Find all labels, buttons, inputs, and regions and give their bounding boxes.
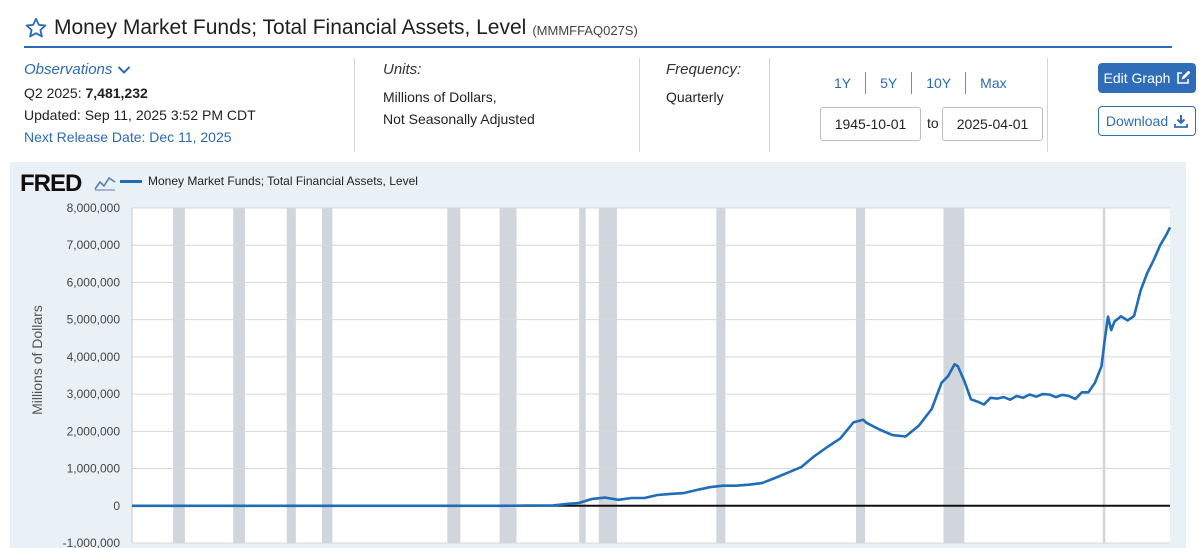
recession-band (233, 208, 245, 543)
end-date-input[interactable] (942, 107, 1043, 141)
series-id: (MMMFFAQ027S) (532, 23, 638, 38)
y-tick-label: 2,000,000 (67, 424, 121, 438)
legend-swatch (120, 179, 142, 183)
info-row: Observations Q2 2025: 7,481,232 Updated:… (24, 58, 1196, 154)
range-1y-button[interactable]: 1Y (834, 75, 852, 91)
recession-band (447, 208, 461, 543)
recession-band (321, 208, 333, 543)
recession-band (716, 208, 726, 543)
frequency-panel: Frequency: Quarterly (639, 58, 769, 152)
recession-band (598, 208, 618, 543)
date-range-panel: 1Y 5Y 10Y Max to (769, 58, 1047, 152)
chart-legend: Money Market Funds; Total Financial Asse… (120, 174, 418, 188)
fred-logo: FRED (20, 170, 82, 197)
actions-panel: Edit Graph Download (1047, 58, 1196, 152)
divider (911, 72, 913, 94)
units-label: Units: (383, 61, 422, 78)
to-label: to (927, 115, 939, 131)
edit-icon (1177, 71, 1191, 84)
y-tick-label: -1,000,000 (63, 536, 121, 548)
observations-dropdown[interactable]: Observations (24, 61, 131, 78)
y-tick-label: 1,000,000 (67, 462, 121, 476)
observations-label: Observations (24, 61, 113, 78)
y-tick-label: 7,000,000 (67, 238, 121, 252)
divider (865, 72, 867, 94)
latest-observation: Q2 2025: 7,481,232 (24, 85, 354, 101)
graph-container: FRED Money Market Funds; Total Financial… (10, 162, 1186, 548)
chevron-down-icon (118, 65, 131, 74)
y-tick-label: 4,000,000 (67, 350, 121, 364)
download-button[interactable]: Download (1098, 106, 1196, 136)
chart-trend-icon (94, 176, 116, 191)
line-chart: 8,000,000 7,000,000 6,000,000 5,000,000 4,00… (63, 201, 1172, 548)
units-value: Millions of Dollars, Not Seasonally Adju… (383, 86, 639, 130)
y-tick-label: 6,000,000 (67, 275, 121, 289)
recession-band (855, 208, 866, 543)
recession-band (499, 208, 517, 543)
updated-text: Updated: Sep 11, 2025 3:52 PM CDT (24, 107, 256, 123)
edit-graph-label: Edit Graph (1103, 70, 1171, 86)
recession-band (579, 208, 586, 543)
frequency-value: Quarterly (666, 89, 724, 105)
recession-band (943, 208, 965, 543)
y-tick-label: 0 (113, 499, 120, 513)
recession-band (286, 208, 296, 543)
recession-band (1102, 208, 1106, 543)
y-tick-label: 5,000,000 (67, 313, 121, 327)
edit-graph-button[interactable]: Edit Graph (1098, 63, 1196, 93)
latest-period: Q2 2025: (24, 85, 82, 101)
y-tick-label: 8,000,000 (67, 201, 121, 215)
range-max-button[interactable]: Max (980, 75, 1007, 91)
observations-panel: Observations Q2 2025: 7,481,232 Updated:… (24, 58, 354, 152)
next-release-link[interactable]: Next Release Date: Dec 11, 2025 (24, 129, 232, 145)
range-5y-button[interactable]: 5Y (880, 75, 898, 91)
frequency-label: Frequency: (666, 61, 742, 78)
page-title: Money Market Funds; Total Financial Asse… (54, 16, 527, 39)
series-line (132, 226, 1172, 508)
latest-value: 7,481,232 (85, 85, 148, 101)
download-label: Download (1105, 113, 1169, 129)
y-tick-label: 3,000,000 (67, 387, 121, 401)
legend-label: Money Market Funds; Total Financial Asse… (148, 174, 418, 188)
units-line-1: Millions of Dollars, (383, 89, 497, 105)
range-10y-button[interactable]: 10Y (926, 75, 952, 91)
star-icon[interactable] (24, 16, 48, 40)
start-date-input[interactable] (820, 107, 921, 141)
recession-band (173, 208, 185, 543)
units-panel: Units: Millions of Dollars, Not Seasonal… (354, 58, 639, 152)
range-buttons: 1Y 5Y 10Y Max (820, 72, 1021, 94)
download-icon (1174, 115, 1189, 128)
plot-background (132, 208, 1170, 543)
divider (965, 72, 967, 94)
series-header: Money Market Funds; Total Financial Asse… (24, 10, 1172, 48)
units-line-2: Not Seasonally Adjusted (383, 111, 535, 127)
